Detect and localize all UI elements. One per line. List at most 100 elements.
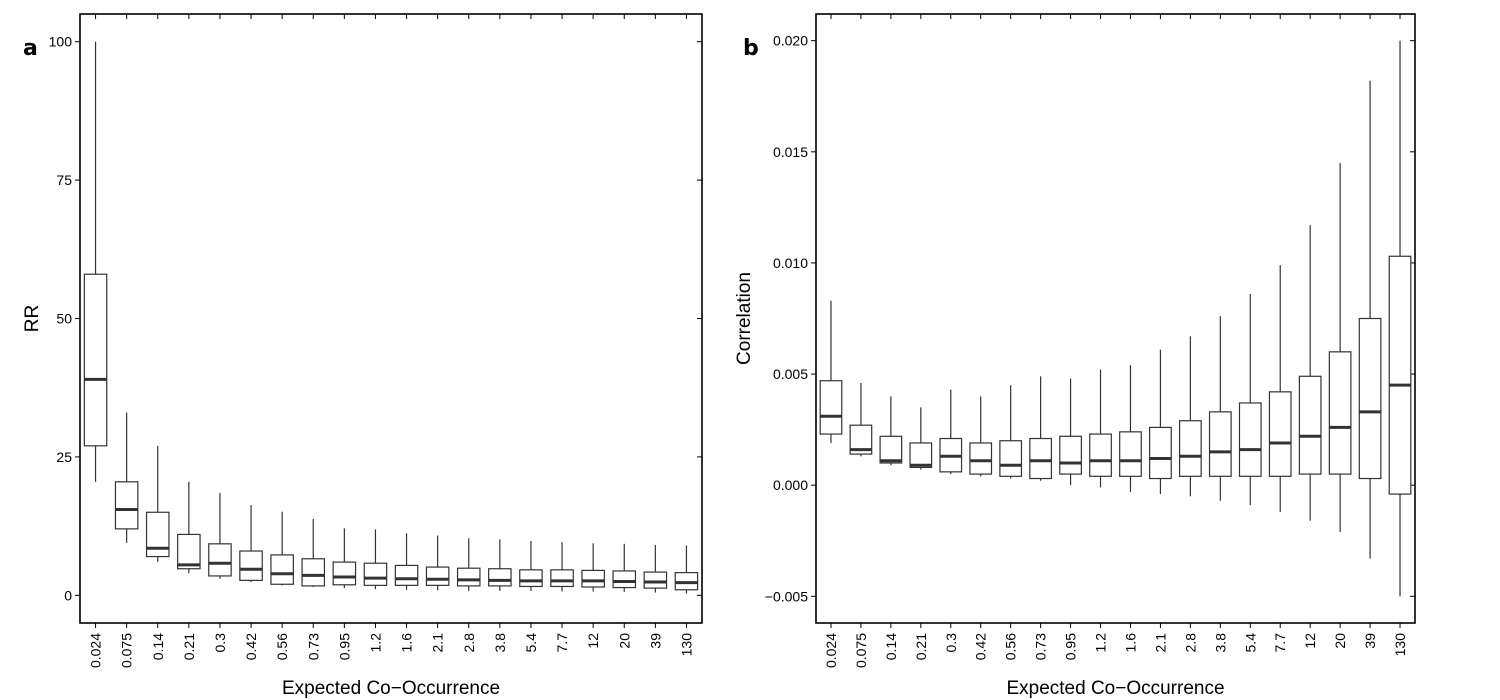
box [969, 442, 993, 475]
x-tick-label: 0.024 [88, 633, 104, 668]
x-tick-label: 0.14 [883, 633, 899, 660]
y-tick-label: 0.020 [773, 33, 808, 49]
box [301, 558, 326, 587]
x-tick-label: 0.42 [973, 633, 989, 660]
box [1298, 375, 1322, 475]
y-axis-title: Correlation [734, 272, 755, 365]
x-tick-label: 7.7 [554, 633, 570, 653]
x-tick-label: 1.2 [367, 633, 383, 653]
x-tick-label: 12 [1302, 633, 1318, 649]
x-tick-label: 3.8 [492, 633, 508, 653]
y-tick-label: 0.010 [773, 255, 808, 271]
x-tick-label: 20 [616, 633, 632, 649]
x-tick-label: 2.8 [1182, 633, 1198, 653]
y-tick-label: −0.005 [765, 588, 808, 604]
x-tick-label: 0.95 [1063, 633, 1079, 660]
box [643, 571, 668, 589]
box [1178, 420, 1202, 477]
x-tick-label: 1.6 [1122, 633, 1138, 653]
y-tick-label: 0.000 [773, 477, 808, 493]
box [270, 554, 294, 585]
box [550, 569, 574, 588]
box [581, 569, 605, 588]
x-tick-label: 0.024 [823, 633, 839, 668]
box [1388, 255, 1412, 495]
box [849, 424, 873, 455]
box [394, 564, 419, 586]
y-tick-label: 100 [49, 34, 73, 50]
x-tick-label: 0.95 [336, 633, 352, 660]
box [456, 567, 481, 587]
box [208, 543, 232, 577]
box [425, 566, 450, 586]
y-tick-label: 0 [64, 587, 72, 603]
x-tick-label: 39 [647, 633, 663, 649]
x-tick-label: 0.42 [243, 633, 259, 660]
x-tick-label: 2.1 [1152, 633, 1168, 653]
x-tick-label: 0.3 [943, 633, 959, 653]
box [819, 380, 843, 435]
box [612, 570, 637, 589]
box [1029, 437, 1053, 480]
x-tick-label: 0.14 [150, 633, 166, 660]
x-axis-title: Expected Co−Occurrence [282, 678, 500, 699]
x-tick-label: 130 [1392, 633, 1408, 657]
x-tick-label: 0.21 [913, 633, 929, 660]
panel-a: 0 25 50 75 100 0.024 0.075 0.14 0.21 0.3 0.42 0.56 0… [22, 13, 703, 699]
x-tick-label: 0.075 [119, 633, 135, 668]
box [239, 550, 263, 581]
y-tick-label: 50 [56, 311, 72, 327]
box [1358, 317, 1382, 480]
x-tick-label: 0.73 [1033, 633, 1049, 660]
box [488, 568, 512, 587]
x-tick-label: 2.1 [430, 633, 446, 653]
x-tick-label: 130 [678, 633, 694, 657]
x-tick-label: 1.6 [399, 633, 415, 653]
box [909, 442, 933, 469]
box [363, 562, 388, 586]
box [1328, 351, 1352, 475]
box [879, 435, 903, 464]
box [1208, 411, 1232, 477]
plot-frame [815, 13, 1416, 624]
x-tick-label: 0.075 [853, 633, 869, 668]
x-tick-label: 0.56 [1003, 633, 1019, 660]
box [1059, 435, 1082, 475]
panel-b: −0.005 0.000 0.005 0.010 0.015 0.020 0.024 0.07… [734, 13, 1416, 699]
y-tick-label: 75 [56, 172, 72, 188]
panel-letter: a [23, 36, 38, 61]
box [519, 569, 543, 588]
x-tick-label: 0.73 [305, 633, 321, 660]
x-tick-label: 1.2 [1093, 633, 1109, 653]
box [1149, 426, 1172, 480]
y-tick-label: 0.015 [773, 144, 808, 160]
x-tick-label: 12 [585, 633, 601, 649]
box [999, 440, 1023, 477]
box [1119, 431, 1142, 477]
box [83, 273, 108, 447]
x-tick-label: 5.4 [523, 633, 539, 653]
box [177, 533, 201, 570]
x-tick-label: 7.7 [1272, 633, 1288, 653]
x-tick-label: 0.3 [212, 633, 228, 653]
x-tick-label: 2.8 [461, 633, 477, 653]
x-tick-label: 39 [1362, 633, 1378, 649]
panel-letter: b [743, 36, 759, 61]
plot-frame [79, 13, 703, 624]
x-tick-label: 0.56 [274, 633, 290, 660]
box [1238, 402, 1262, 477]
box [114, 481, 139, 530]
y-tick-label: 0.005 [773, 366, 808, 382]
x-tick-label: 20 [1332, 633, 1348, 649]
x-tick-label: 0.21 [181, 633, 197, 660]
box [1089, 433, 1112, 477]
x-tick-label: 5.4 [1242, 633, 1258, 653]
box [332, 561, 357, 586]
y-axis-title: RR [22, 305, 43, 332]
x-axis-title: Expected Co−Occurrence [1006, 678, 1224, 699]
y-tick-label: 25 [56, 449, 72, 465]
box [145, 511, 170, 558]
box [1268, 391, 1292, 477]
x-tick-label: 3.8 [1212, 633, 1228, 653]
